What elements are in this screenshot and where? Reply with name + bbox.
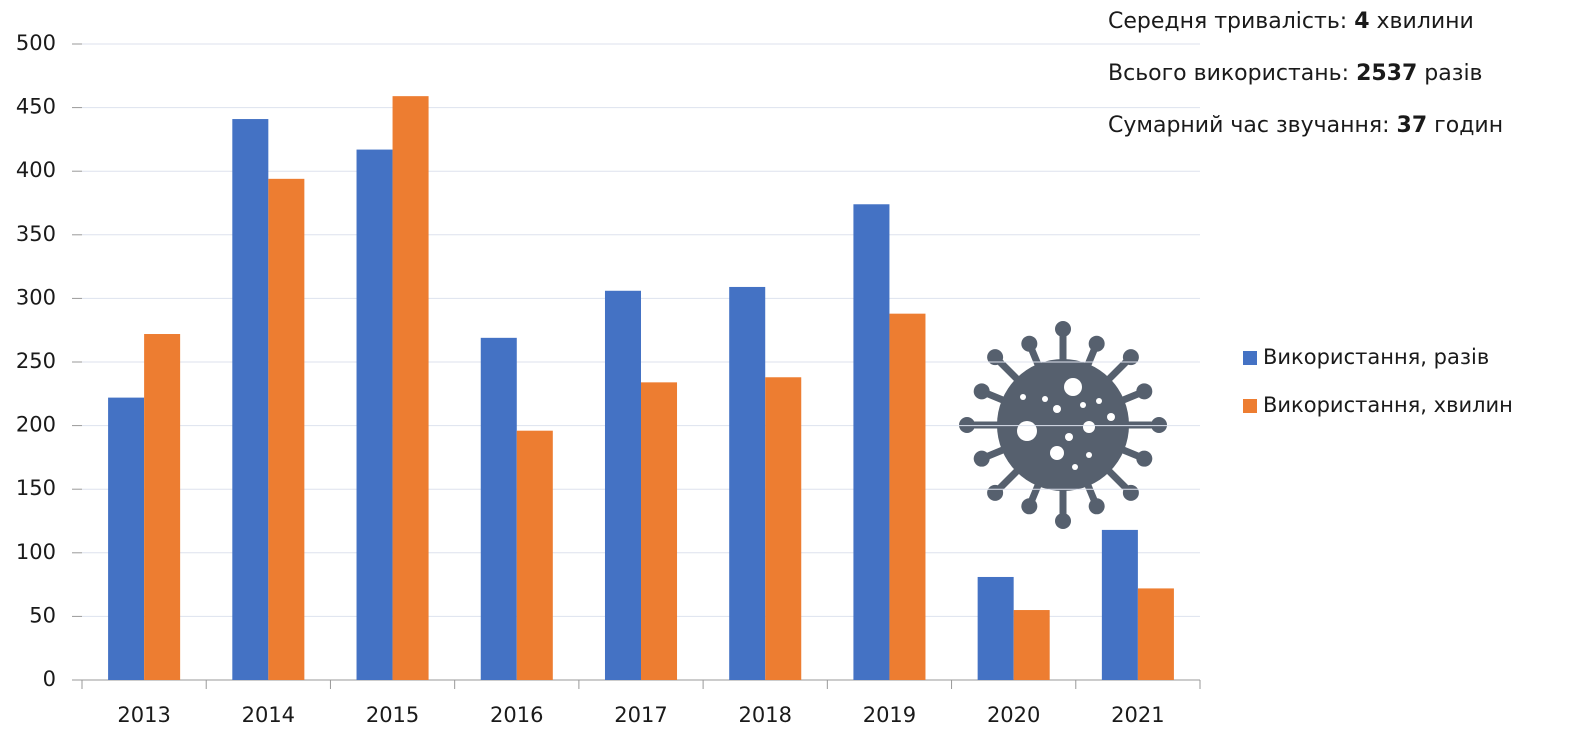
virus-tip (1122, 349, 1139, 366)
y-tick-label: 300 (16, 285, 56, 309)
virus-tip (1136, 450, 1153, 467)
virus-spot (1072, 464, 1078, 470)
stat-label: Середня тривалість: (1108, 9, 1347, 34)
bar (977, 576, 1014, 680)
y-tick-label: 150 (16, 476, 56, 500)
x-tick-label: 2021 (1111, 703, 1164, 727)
stat-line: Сумарний час звучання: 37 годин (1108, 113, 1503, 138)
virus-tip (1021, 498, 1038, 515)
stat-line: Середня тривалість: 4 хвилини (1108, 9, 1474, 34)
bar (1137, 588, 1174, 680)
bar (1101, 529, 1138, 680)
virus-spot (1096, 398, 1102, 404)
virus-tip (1151, 417, 1167, 433)
virus-tip (1136, 383, 1153, 400)
bar (1013, 610, 1050, 680)
bar (604, 290, 641, 680)
bar (516, 430, 553, 680)
bar (232, 119, 269, 681)
bar (729, 286, 766, 680)
stat-unit: разів (1424, 61, 1482, 86)
virus-spot (1080, 402, 1086, 408)
virus-spot (1050, 446, 1064, 460)
virus-tip (987, 484, 1004, 501)
virus-spot (1107, 413, 1115, 421)
stat-label: Всього використань: (1108, 61, 1349, 86)
virus-tip (1088, 335, 1105, 352)
virus-spot (1064, 378, 1082, 396)
bar (108, 397, 145, 680)
virus-spot (1053, 405, 1061, 413)
virus-spot (1086, 452, 1092, 458)
virus-icon (959, 321, 1167, 529)
legend-label: Використання, разів (1263, 345, 1489, 369)
y-tick-label: 400 (16, 158, 56, 182)
x-tick-label: 2020 (987, 703, 1040, 727)
x-tick-label: 2016 (490, 703, 543, 727)
x-tick-label: 2014 (242, 703, 295, 727)
virus-tip (973, 450, 990, 467)
y-tick-label: 50 (29, 603, 56, 627)
virus-body (997, 359, 1129, 491)
stat-unit: хвилини (1377, 9, 1474, 34)
bar (268, 178, 305, 680)
x-tick-label: 2017 (614, 703, 667, 727)
bar (392, 96, 429, 681)
bar (765, 377, 802, 680)
stat-label: Сумарний час звучання: (1108, 113, 1390, 138)
bar (853, 204, 890, 680)
legend-swatch (1243, 351, 1257, 365)
bar (144, 334, 181, 680)
x-tick-label: 2013 (117, 703, 170, 727)
virus-tip (1055, 321, 1071, 337)
stat-line: Всього використань: 2537 разів (1108, 61, 1483, 86)
virus-tip (1088, 498, 1105, 515)
virus-tip (1055, 513, 1071, 529)
x-tick-label: 2015 (366, 703, 419, 727)
y-tick-label: 200 (16, 413, 56, 437)
bar (641, 382, 678, 680)
y-tick-label: 250 (16, 349, 56, 373)
virus-tip (1122, 484, 1139, 501)
virus-tip (987, 349, 1004, 366)
y-tick-label: 350 (16, 222, 56, 246)
virus-spot (1083, 421, 1095, 433)
virus-spot (1020, 394, 1026, 400)
stat-value: 37 (1397, 113, 1428, 138)
x-tick-label: 2019 (863, 703, 916, 727)
x-tick-label: 2018 (738, 703, 791, 727)
virus-spot (1042, 396, 1048, 402)
stat-value: 4 (1354, 9, 1369, 34)
virus-tip (1021, 335, 1038, 352)
bar (889, 313, 926, 680)
legend-swatch (1243, 399, 1257, 413)
virus-spot (1017, 421, 1037, 441)
y-tick-label: 100 (16, 540, 56, 564)
legend-label: Використання, хвилин (1263, 393, 1513, 417)
stat-value: 2537 (1356, 61, 1417, 86)
y-tick-label: 0 (43, 667, 56, 691)
stat-unit: годин (1434, 113, 1503, 138)
y-tick-label: 450 (16, 95, 56, 119)
virus-spot (1065, 433, 1073, 441)
bar (356, 149, 393, 681)
y-tick-label: 500 (16, 31, 56, 55)
virus-tip (959, 417, 975, 433)
bar (480, 337, 517, 680)
virus-tip (973, 383, 990, 400)
